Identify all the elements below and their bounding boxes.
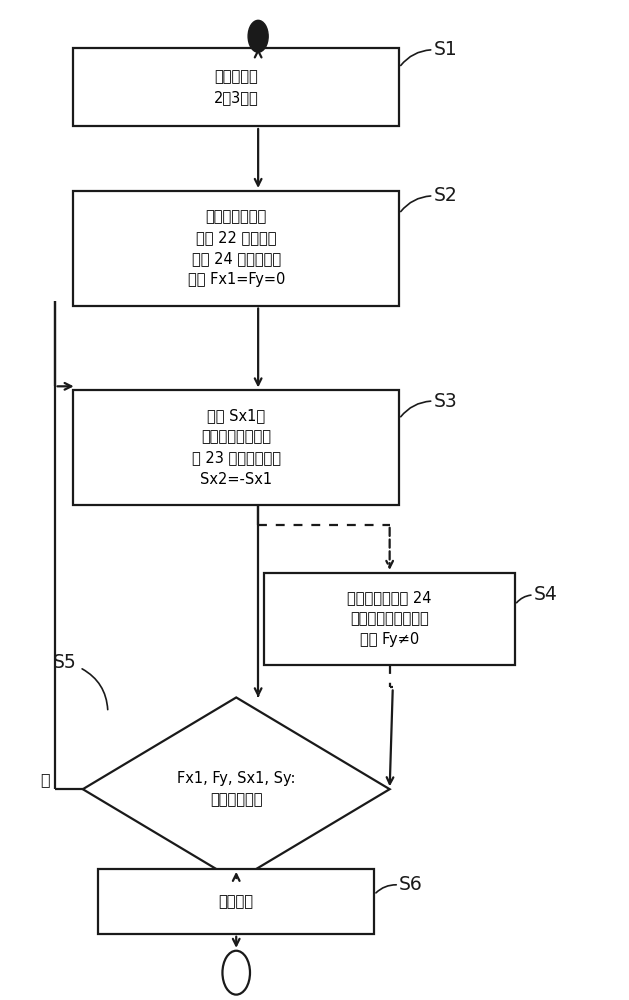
Text: 针对横向致动器 24
的短时间的力调节，
其中 Fy≠0: 针对横向致动器 24 的短时间的力调节， 其中 Fy≠0 <box>347 590 432 647</box>
Text: S5: S5 <box>53 653 77 672</box>
Text: S1: S1 <box>433 40 457 59</box>
Circle shape <box>223 951 250 995</box>
Bar <box>74 390 399 505</box>
Text: 否: 否 <box>40 772 50 787</box>
Text: S6: S6 <box>399 875 423 894</box>
Text: 检测 Sx1；
针对第二纵向致动
器 23 的位移调节：
Sx2=-Sx1: 检测 Sx1； 针对第二纵向致动 器 23 的位移调节： Sx2=-Sx1 <box>192 409 281 487</box>
Circle shape <box>248 20 268 52</box>
Text: Fx1, Fy, Sx1, Sy:
超过边界值？: Fx1, Fy, Sx1, Sy: 超过边界值？ <box>177 771 296 807</box>
Text: 是: 是 <box>238 901 247 916</box>
Text: 使轨道车轮
2、3旋转: 使轨道车轮 2、3旋转 <box>214 69 259 105</box>
Bar <box>74 48 399 126</box>
Bar <box>99 869 374 934</box>
Bar <box>264 573 515 665</box>
Text: 紧急停机: 紧急停机 <box>219 894 253 909</box>
Polygon shape <box>83 697 389 881</box>
Text: S4: S4 <box>533 585 557 604</box>
Text: 针对第一纵向致
动器 22 和横向致
动器 24 的力调节：
例如 Fx1=Fy=0: 针对第一纵向致 动器 22 和横向致 动器 24 的力调节： 例如 Fx1=Fy… <box>187 209 285 287</box>
Text: S2: S2 <box>433 186 457 205</box>
Text: S3: S3 <box>433 392 457 411</box>
Bar <box>74 191 399 306</box>
